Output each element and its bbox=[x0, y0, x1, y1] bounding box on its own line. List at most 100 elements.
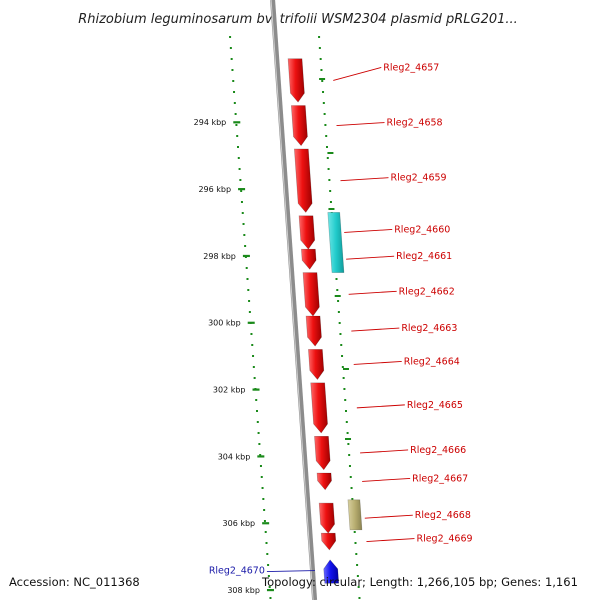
gene-label: Rleg2_4667 bbox=[412, 473, 468, 484]
gc-dot-left bbox=[248, 300, 251, 302]
gene-leader-line bbox=[336, 122, 385, 127]
backbone-highlight bbox=[270, 0, 314, 600]
gene-arrow-rleg2-4668 bbox=[318, 502, 335, 534]
gc-dot-right bbox=[350, 487, 353, 489]
gc-dot-left bbox=[268, 586, 271, 588]
backbone bbox=[270, 0, 318, 600]
gc-dot-right bbox=[322, 91, 325, 93]
gc-dot-right bbox=[357, 586, 360, 588]
gc-dot-left bbox=[251, 344, 254, 346]
scale-tick-label: 302 kbp bbox=[213, 386, 246, 395]
gc-dot-right bbox=[348, 454, 351, 456]
gene-label: Rleg2_4665 bbox=[407, 400, 463, 411]
gene-leader-line bbox=[362, 477, 411, 482]
gc-dot-right bbox=[355, 553, 358, 555]
gene-leader-line bbox=[360, 449, 409, 454]
gene-leader-line bbox=[340, 177, 389, 182]
gc-dash-right bbox=[334, 295, 341, 297]
gc-dot-right bbox=[337, 311, 340, 313]
gene-label: Rleg2_4668 bbox=[415, 510, 471, 521]
gc-dot-right bbox=[319, 58, 322, 60]
gene-labels: Rleg2_4657 Rleg2_4658 Rleg2_4659 Rleg2_4660… bbox=[209, 62, 473, 576]
gc-dot-left bbox=[246, 278, 249, 280]
gc-dot-right bbox=[329, 190, 332, 192]
gc-dot-left bbox=[241, 212, 244, 214]
gc-dot-left bbox=[232, 80, 235, 82]
gc-dot-right bbox=[329, 201, 332, 203]
gc-dot-right bbox=[321, 80, 324, 82]
gc-dot-left bbox=[261, 487, 264, 489]
gc-dot-left bbox=[236, 146, 239, 148]
gc-dot-left bbox=[238, 168, 241, 170]
scale-tick-mark bbox=[257, 455, 265, 458]
gene-leader-line bbox=[344, 229, 393, 233]
cyan-feature bbox=[327, 212, 345, 273]
gene-leader-line bbox=[364, 514, 413, 519]
gc-dot-left bbox=[253, 377, 256, 379]
gc-dot-left bbox=[237, 157, 240, 159]
gc-dot-right bbox=[328, 179, 331, 181]
gc-dot-left bbox=[229, 47, 232, 49]
gene-label: Rleg2_4662 bbox=[399, 286, 455, 297]
gc-dot-right bbox=[322, 102, 325, 104]
scale-tick-mark bbox=[233, 121, 241, 124]
gc-dot-right bbox=[345, 410, 347, 412]
gc-dot-right bbox=[339, 333, 342, 335]
gc-dot-left bbox=[260, 476, 263, 478]
gc-dash-right bbox=[327, 152, 334, 154]
gc-dot-left bbox=[242, 223, 245, 225]
gene-track bbox=[287, 58, 340, 584]
gc-dot-right bbox=[345, 421, 348, 423]
scale-tick-mark bbox=[247, 321, 255, 324]
scale-tick-label: 298 kbp bbox=[203, 252, 236, 261]
gene-label: Rleg2_4657 bbox=[383, 62, 439, 73]
scale-tick-label: 308 kbp bbox=[227, 586, 260, 595]
gene-leader-line bbox=[333, 67, 382, 81]
gene-label: Rleg2_4664 bbox=[404, 356, 460, 367]
gc-dot-right bbox=[356, 564, 359, 566]
khaki-feature bbox=[347, 499, 363, 531]
gc-dot-right bbox=[356, 575, 359, 577]
gene-arrow-rleg2-4658 bbox=[290, 105, 308, 147]
gc-dot-left bbox=[229, 36, 232, 38]
backbone-line bbox=[270, 0, 318, 600]
gc-dot-left bbox=[258, 443, 261, 445]
gc-dot-left bbox=[244, 245, 247, 247]
gc-dot-right bbox=[337, 300, 340, 302]
gene-arrow-rleg2-4664 bbox=[308, 349, 325, 380]
gene-arrow-rleg2-4663 bbox=[305, 315, 322, 347]
gc-dot-right bbox=[338, 322, 341, 324]
gene-label: Rleg2_4659 bbox=[390, 173, 446, 184]
gene-arrow-rleg2-4666 bbox=[314, 435, 331, 471]
gc-dot-left bbox=[234, 113, 237, 115]
gene-leader-line bbox=[353, 360, 402, 365]
gc-dot-right bbox=[341, 366, 344, 368]
gene-label: Rleg2_4663 bbox=[401, 323, 457, 334]
gc-dot-right bbox=[336, 289, 339, 291]
scale-tick-label: 294 kbp bbox=[194, 118, 227, 127]
gc-dot-right bbox=[325, 146, 328, 148]
gc-dot-right bbox=[353, 531, 356, 533]
scale-tick-mark bbox=[262, 522, 270, 525]
gc-dot-right bbox=[343, 388, 346, 390]
scale-tick-mark bbox=[238, 188, 246, 191]
gc-dot-left bbox=[231, 69, 234, 71]
scale-tick-label: 304 kbp bbox=[218, 452, 251, 461]
gc-dot-right bbox=[327, 168, 330, 170]
gc-dot-right bbox=[335, 278, 338, 280]
gc-dot-right bbox=[358, 597, 361, 599]
gc-dot-left bbox=[230, 58, 233, 60]
gc-dot-left bbox=[263, 509, 266, 511]
gene-arrow-rleg2-4661 bbox=[301, 248, 317, 270]
gc-dot-right bbox=[325, 135, 328, 137]
gene-arrow-rleg2-4670 bbox=[323, 559, 340, 584]
gc-dot-right bbox=[320, 69, 323, 71]
gc-dot-left bbox=[259, 454, 262, 456]
gc-dot-right bbox=[323, 113, 326, 115]
gene-arrow-rleg2-4660 bbox=[298, 215, 316, 250]
gene-label-blue: Rleg2_4670 bbox=[209, 566, 265, 577]
gc-dot-left bbox=[250, 333, 253, 335]
gc-dot-left bbox=[255, 399, 258, 401]
gc-dot-right bbox=[324, 124, 327, 126]
gc-dot-right bbox=[351, 498, 354, 500]
